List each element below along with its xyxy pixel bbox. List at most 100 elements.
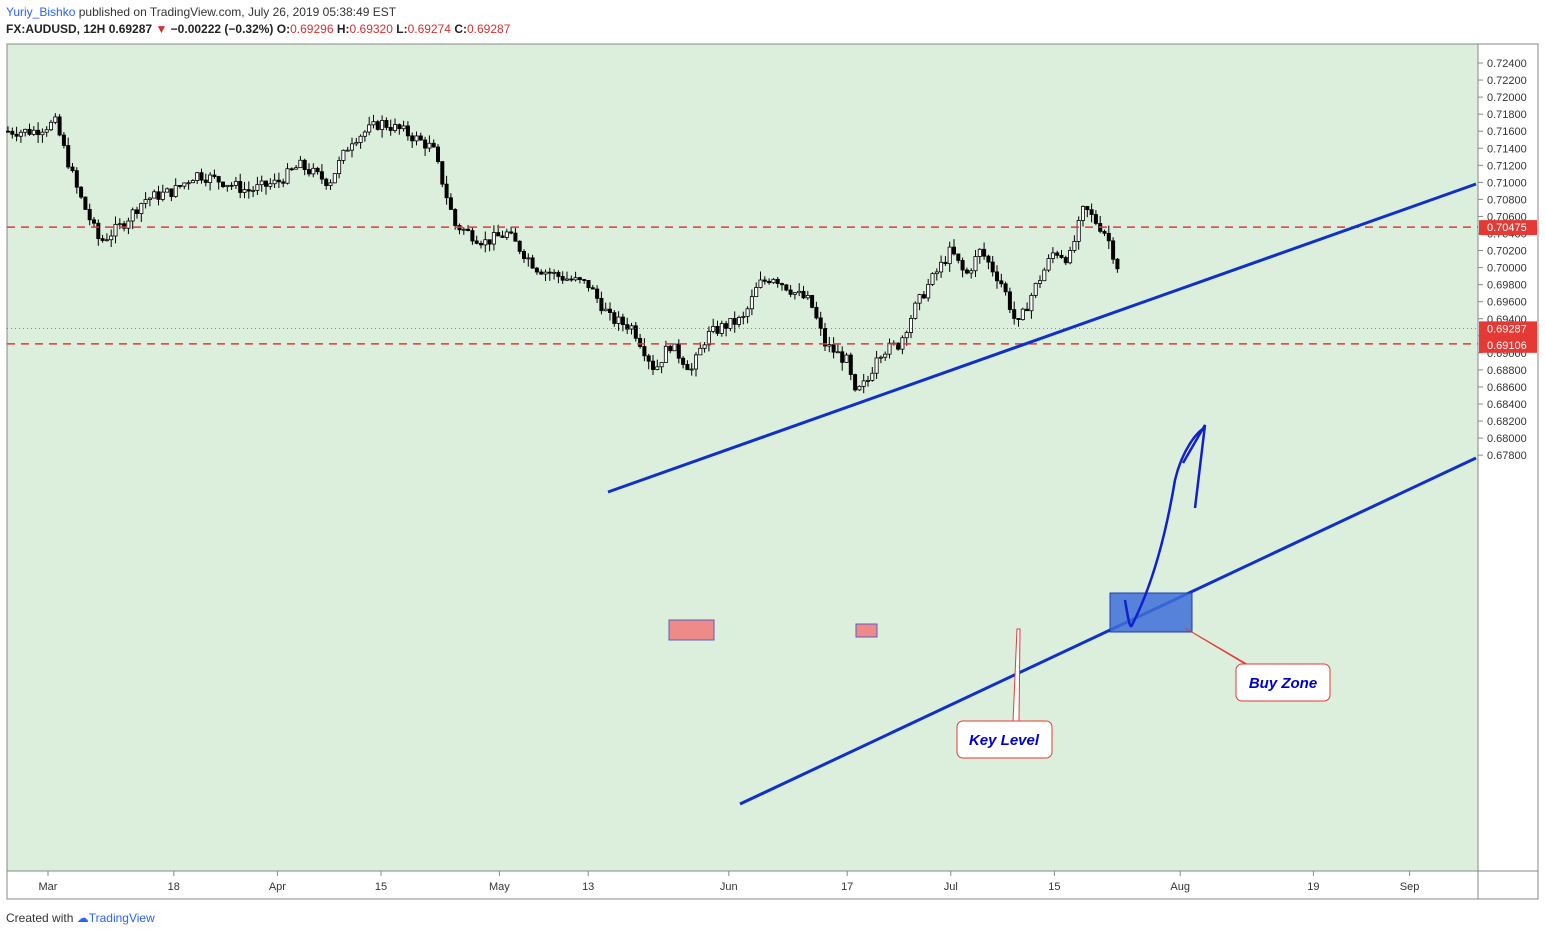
- bear-candle: [289, 168, 294, 171]
- bull-candle: [758, 279, 763, 288]
- support-zone-small[interactable]: [855, 623, 878, 638]
- drawings-layer: Key Level Buy Zone: [607, 182, 1477, 806]
- bull-candle: [883, 353, 888, 358]
- bear-candle: [762, 279, 767, 282]
- support-price-text: 0.69106: [1487, 340, 1527, 352]
- bull-candle: [827, 344, 832, 347]
- bull-candle: [1046, 258, 1051, 271]
- author-link[interactable]: Yuriy_Bishko: [6, 5, 76, 19]
- x-tick-label: 15: [1048, 881, 1060, 893]
- bull-candle: [53, 116, 58, 123]
- last-price: 0.69287: [108, 22, 153, 36]
- plot-background: [7, 44, 1478, 871]
- key-level-callout[interactable]: [956, 720, 1053, 759]
- bear-candle: [74, 170, 79, 188]
- bull-candle: [349, 143, 354, 151]
- bull-candle: [741, 316, 746, 318]
- high-label: H:: [336, 22, 350, 36]
- x-tick-label: 15: [375, 881, 387, 893]
- bull-candle: [233, 181, 238, 186]
- bull-candle: [152, 191, 157, 199]
- candles-layer: [6, 113, 1120, 394]
- bear-candle: [134, 209, 139, 214]
- bear-candle: [1025, 308, 1030, 312]
- bear-candle: [263, 180, 268, 187]
- buy-zone-label: Buy Zone: [1249, 675, 1317, 692]
- bear-candle: [61, 134, 66, 146]
- bull-candle: [857, 385, 862, 391]
- bear-candle: [435, 146, 440, 162]
- bull-candle: [1072, 240, 1077, 251]
- y-tick-label: 0.72400: [1487, 58, 1527, 70]
- bear-candle: [685, 364, 690, 371]
- published-text: published on TradingView.com, July 26, 2…: [78, 5, 397, 19]
- bull-candle: [165, 188, 170, 193]
- bull-candle: [1029, 294, 1034, 312]
- bear-candle: [999, 280, 1004, 285]
- bear-candle: [281, 181, 286, 184]
- x-tick-label: 19: [1307, 881, 1319, 893]
- last-price-text: 0.69287: [1487, 323, 1527, 335]
- bull-candle: [878, 356, 883, 359]
- bear-candle: [823, 328, 828, 347]
- time-axis[interactable]: Mar 18 Apr 15 May 13 Jun 17 Jul 15 Aug 19 Sep: [39, 871, 1420, 893]
- bull-candle: [939, 261, 944, 273]
- bull-candle: [414, 135, 419, 142]
- bull-candle: [139, 203, 144, 214]
- bear-candle: [388, 127, 393, 131]
- bear-candle: [96, 222, 101, 240]
- bull-candle: [754, 287, 759, 298]
- bull-candle: [160, 191, 165, 200]
- bear-candle: [1111, 240, 1116, 260]
- bear-candle: [1093, 214, 1098, 224]
- arrow-head-icon: [1181, 424, 1207, 509]
- bull-candle: [728, 318, 733, 329]
- bear-candle: [848, 354, 853, 375]
- support-zone-small[interactable]: [668, 619, 715, 641]
- bear-candle: [539, 271, 544, 275]
- bear-candle: [478, 242, 483, 246]
- bear-candle: [586, 280, 591, 289]
- price-axis[interactable]: 0.72400 0.72200 0.72000 0.71800 0.71600 0.714…: [1478, 58, 1527, 462]
- bull-candle: [461, 228, 466, 231]
- bull-candle: [934, 271, 939, 275]
- y-tick-label: 0.70000: [1487, 263, 1527, 275]
- bull-candle: [552, 271, 557, 274]
- bear-candle: [1106, 232, 1111, 242]
- bear-candle: [818, 317, 823, 329]
- bear-candle: [943, 261, 948, 265]
- bull-candle: [208, 174, 213, 183]
- bear-candle: [375, 121, 380, 130]
- bull-candle: [698, 347, 703, 356]
- bear-candle: [547, 271, 552, 274]
- lower-trendline[interactable]: [739, 456, 1477, 806]
- bull-candle: [711, 326, 716, 332]
- y-tick-label: 0.72200: [1487, 75, 1527, 87]
- bear-candle: [853, 374, 858, 391]
- bull-candle: [603, 308, 608, 312]
- bear-candle: [27, 128, 32, 135]
- bear-candle: [530, 257, 535, 269]
- buy-zone-box[interactable]: [1109, 592, 1193, 633]
- bear-candle: [302, 159, 307, 170]
- bull-candle: [242, 189, 247, 193]
- bull-candle: [969, 270, 974, 274]
- open-value: 0.69296: [290, 22, 334, 36]
- tradingview-brand[interactable]: TradingView: [88, 911, 155, 925]
- bull-candle: [182, 182, 187, 187]
- bear-candle: [10, 130, 15, 135]
- bull-candle: [706, 330, 711, 346]
- bull-candle: [109, 235, 114, 241]
- y-tick-label: 0.69600: [1487, 297, 1527, 309]
- bull-candle: [977, 248, 982, 257]
- bull-candle: [926, 283, 931, 299]
- bull-candle: [526, 257, 531, 260]
- bull-candle: [362, 131, 367, 137]
- upper-trendline[interactable]: [607, 182, 1477, 494]
- buy-zone-callout[interactable]: [1235, 663, 1331, 702]
- projected-path-line: [1123, 426, 1206, 628]
- bear-candle: [724, 323, 729, 329]
- bear-candle: [1016, 318, 1021, 320]
